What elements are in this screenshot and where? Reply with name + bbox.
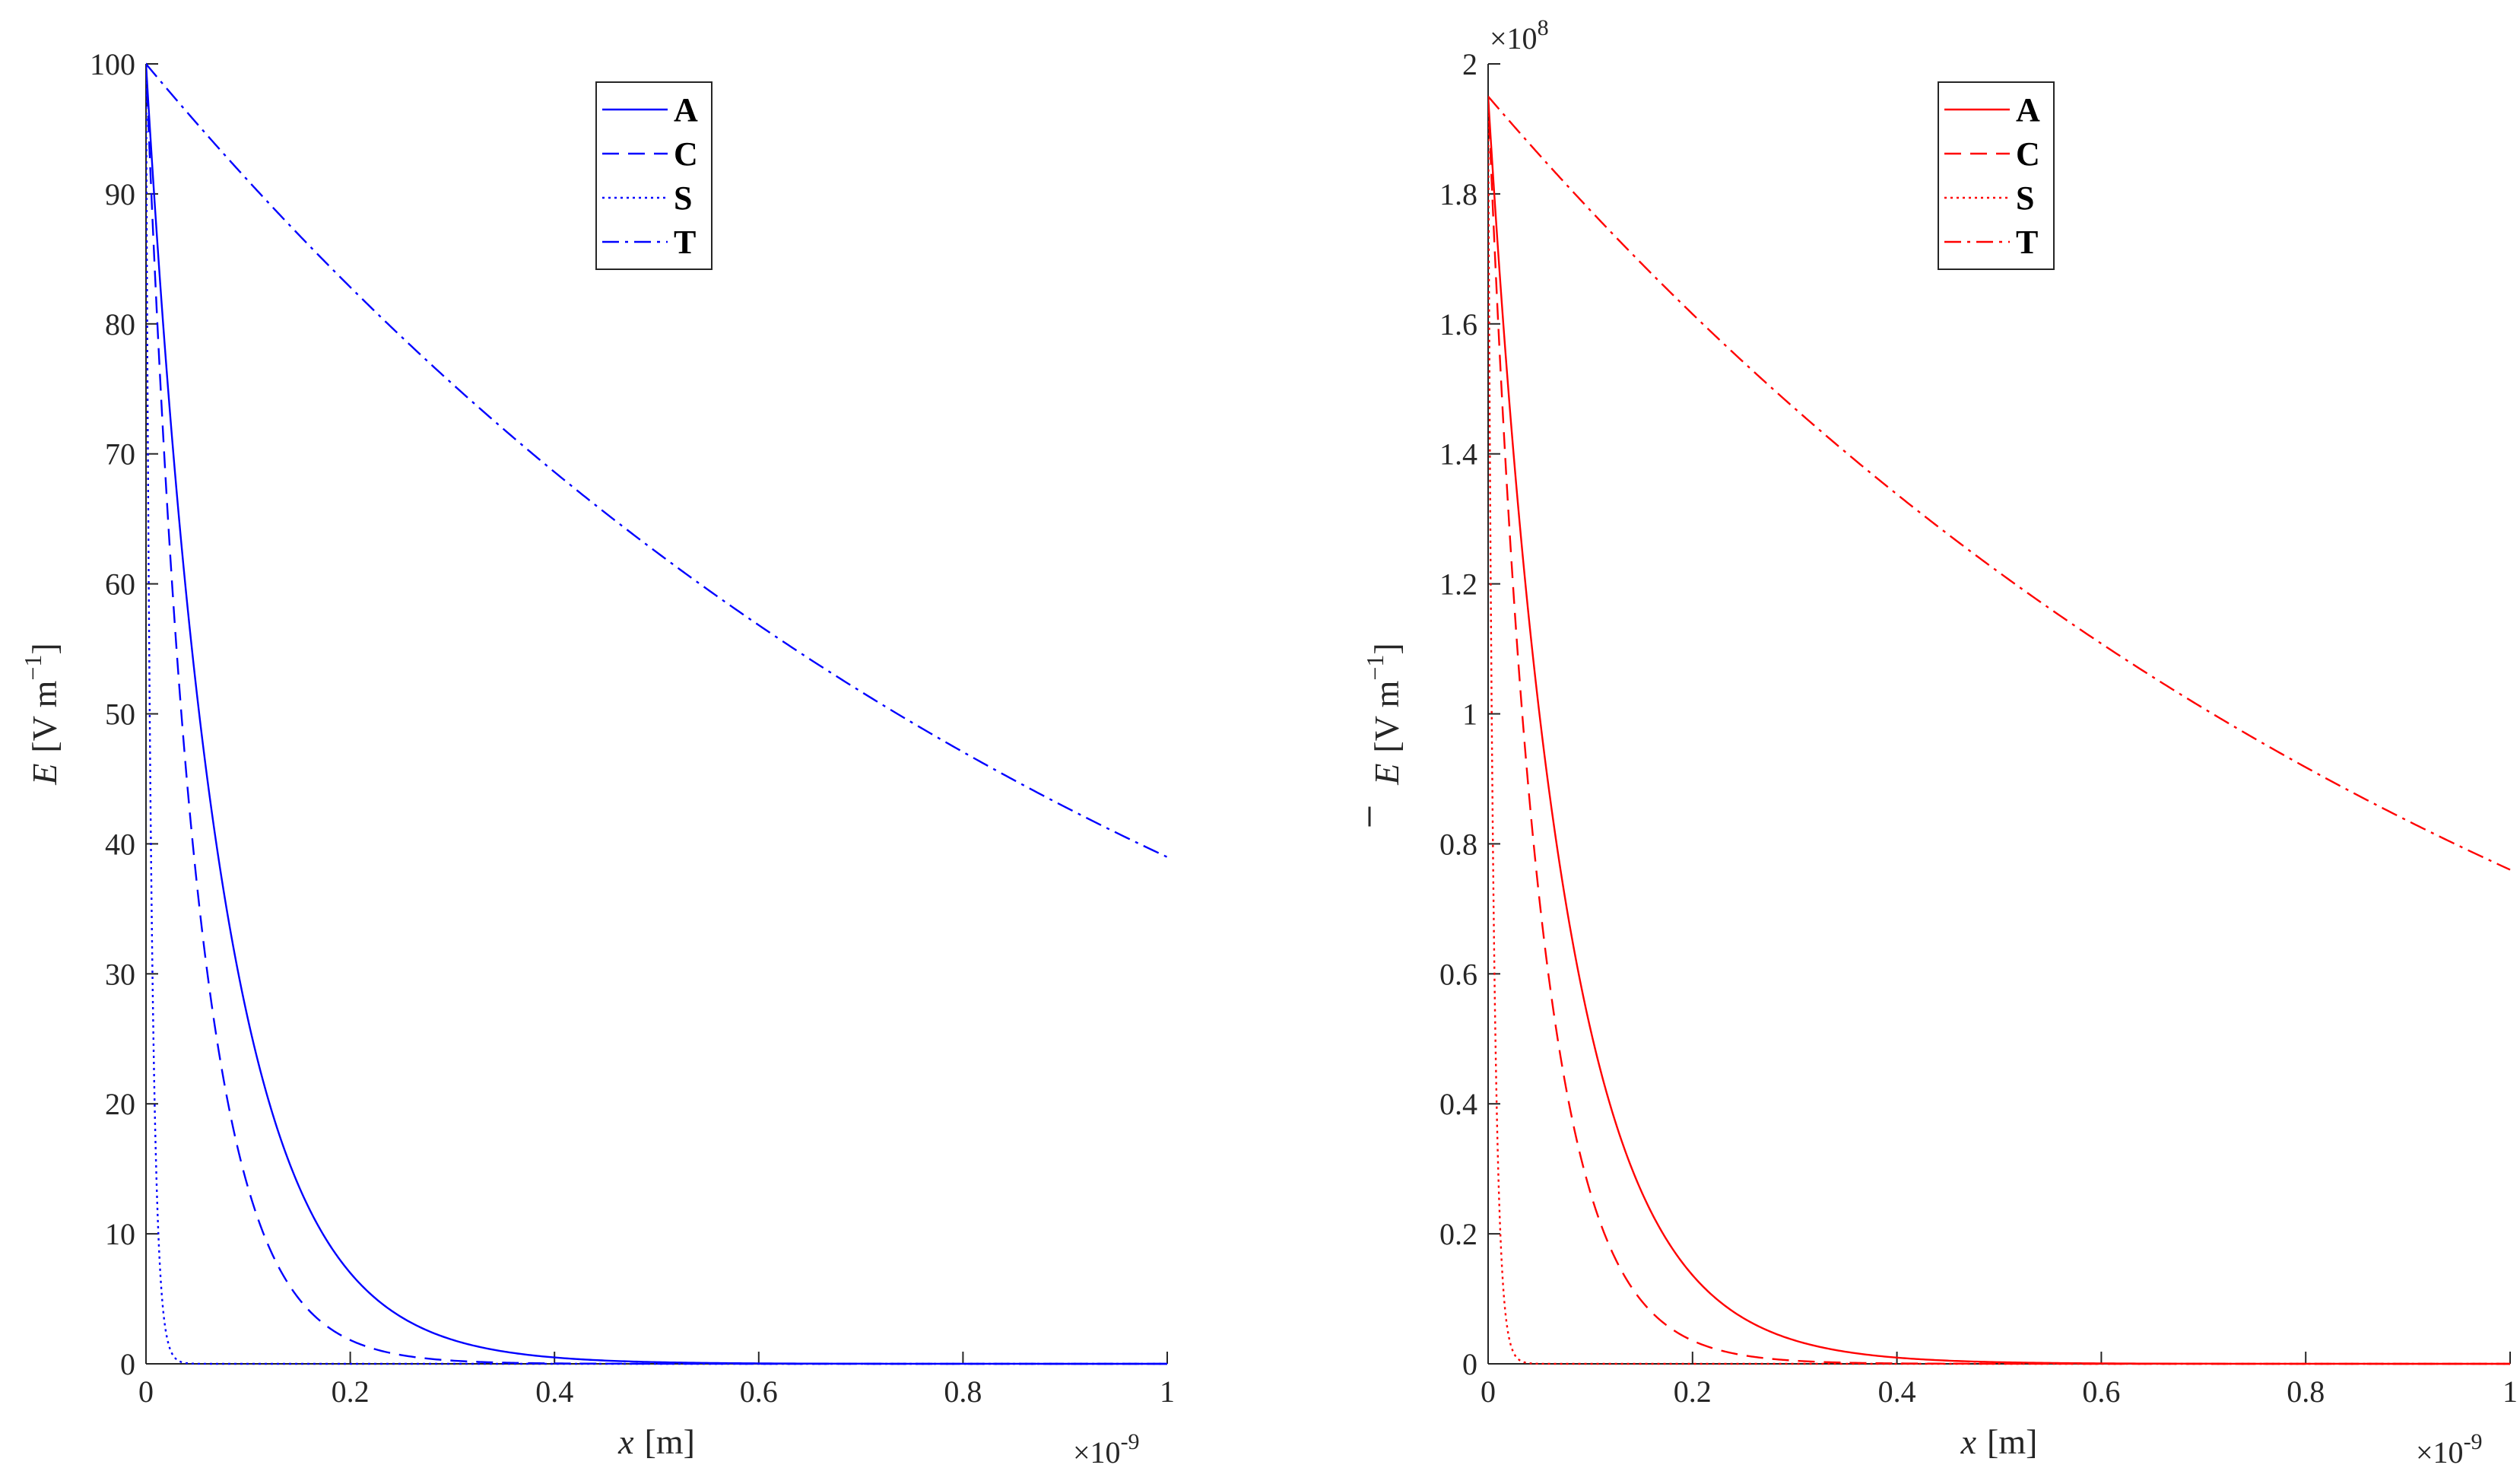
- y-tick-label: 20: [105, 1087, 135, 1121]
- y-axis-unit-post: ]: [25, 643, 64, 654]
- x-exponent-sup: -9: [2464, 1429, 2483, 1454]
- y-tick-label: 0: [1462, 1347, 1477, 1381]
- y-axis-label-group: E [V m−1]: [19, 643, 64, 785]
- y-tick-label: 1.6: [1439, 307, 1477, 342]
- legend-label: T: [674, 224, 696, 261]
- y-tick-label: 1.4: [1439, 437, 1477, 472]
- y-tick-label: 100: [90, 47, 135, 81]
- y-axis-var: E: [25, 764, 64, 786]
- series-line-A: [146, 63, 1167, 1365]
- x-tick-label: 1: [2503, 1374, 2518, 1409]
- y-tick-label: 0.4: [1439, 1087, 1477, 1121]
- x-axis-label: x [m]: [1960, 1422, 2038, 1461]
- y-axis-unit-sup: −1: [19, 655, 46, 681]
- y-axis-unit-sup: −1: [1361, 655, 1389, 681]
- legend-box: [1938, 81, 2055, 270]
- y-axis-unit-post: ]: [1367, 643, 1406, 654]
- y-tick-label: 60: [105, 567, 135, 602]
- y-axis-unit-pre: [V m: [1367, 680, 1406, 752]
- y-tick-label: 70: [105, 437, 135, 472]
- x-tick-label: 0.4: [535, 1374, 573, 1409]
- legend-label: S: [2016, 180, 2034, 217]
- legend-label: A: [674, 91, 698, 129]
- x-tick-label: 0: [1481, 1374, 1496, 1409]
- series-line-C: [1488, 96, 2510, 1365]
- y-tick-label: 0.6: [1439, 957, 1477, 991]
- x-tick-label: 0: [138, 1374, 154, 1409]
- y-axis-label-group: E [V m−1]: [1361, 643, 1406, 827]
- x-exponent-base: ×10: [1073, 1435, 1121, 1470]
- legend-box: [595, 81, 713, 270]
- y-axis-label: E [V m−1]: [19, 643, 64, 785]
- y-exponent-sup: 8: [1538, 15, 1549, 40]
- y-tick-label: 1: [1462, 698, 1477, 732]
- y-tick-label: 10: [105, 1217, 135, 1251]
- series-line-A: [1488, 96, 2510, 1365]
- legend-label: T: [2016, 224, 2038, 261]
- x-exponent-label: ×10-9: [2416, 1429, 2483, 1470]
- x-exponent-sup: -9: [1121, 1429, 1140, 1454]
- series-line-C: [146, 64, 1167, 1365]
- y-tick-label: 50: [105, 698, 135, 732]
- y-tick-label: 1.2: [1439, 567, 1477, 602]
- x-exponent-base: ×10: [2416, 1435, 2464, 1470]
- series-line-S: [146, 64, 1167, 1365]
- y-axis-unit-pre: [V m: [25, 680, 64, 752]
- x-tick-label: 0.8: [2287, 1374, 2325, 1409]
- y-tick-label: 0.8: [1439, 827, 1477, 861]
- series-line-T: [1488, 95, 2511, 871]
- y-tick-label: 40: [105, 827, 135, 861]
- x-exponent-label: ×10-9: [1073, 1429, 1140, 1470]
- x-axis-unit: [m]: [1987, 1422, 2037, 1461]
- x-tick-label: 1: [1160, 1374, 1175, 1409]
- x-axis-unit: [m]: [645, 1422, 695, 1461]
- y-tick-label: 90: [105, 177, 135, 211]
- x-tick-label: 0.4: [1878, 1374, 1916, 1409]
- legend-label: A: [2016, 91, 2040, 129]
- y-tick-label: 2: [1462, 47, 1477, 81]
- y-tick-label: 80: [105, 307, 135, 342]
- y-axis-var: E: [1367, 764, 1406, 786]
- legend-label: C: [2016, 135, 2040, 173]
- chart-panel-2: 0 0.2 0.4 0.6 0.8 1 0 0.2 0.4 0.6 0.8 1 1.2 1.4 1.6 1.8…: [1361, 15, 2518, 1470]
- series-line-T: [146, 62, 1168, 858]
- legend-label: S: [674, 180, 692, 217]
- y-tick-label: 0: [120, 1347, 135, 1381]
- y-tick-label: 0.2: [1439, 1217, 1477, 1251]
- x-tick-label: 0.6: [2082, 1374, 2120, 1409]
- legend-label: C: [674, 135, 698, 173]
- y-exponent-base: ×10: [1490, 21, 1538, 56]
- x-axis-label: x [m]: [617, 1422, 695, 1461]
- x-tick-label: 0.2: [1674, 1374, 1712, 1409]
- x-axis-var: x: [1960, 1422, 1977, 1461]
- y-exponent-label: ×108: [1490, 15, 1549, 56]
- x-tick-label: 0.2: [332, 1374, 370, 1409]
- y-tick-label: 1.8: [1439, 177, 1477, 211]
- x-tick-label: 0.8: [944, 1374, 982, 1409]
- x-axis-var: x: [617, 1422, 634, 1461]
- y-axis-label: E [V m−1]: [1361, 643, 1406, 785]
- series-line-S: [1488, 96, 2510, 1365]
- x-tick-label: 0.6: [740, 1374, 778, 1409]
- y-tick-label: 30: [105, 957, 135, 991]
